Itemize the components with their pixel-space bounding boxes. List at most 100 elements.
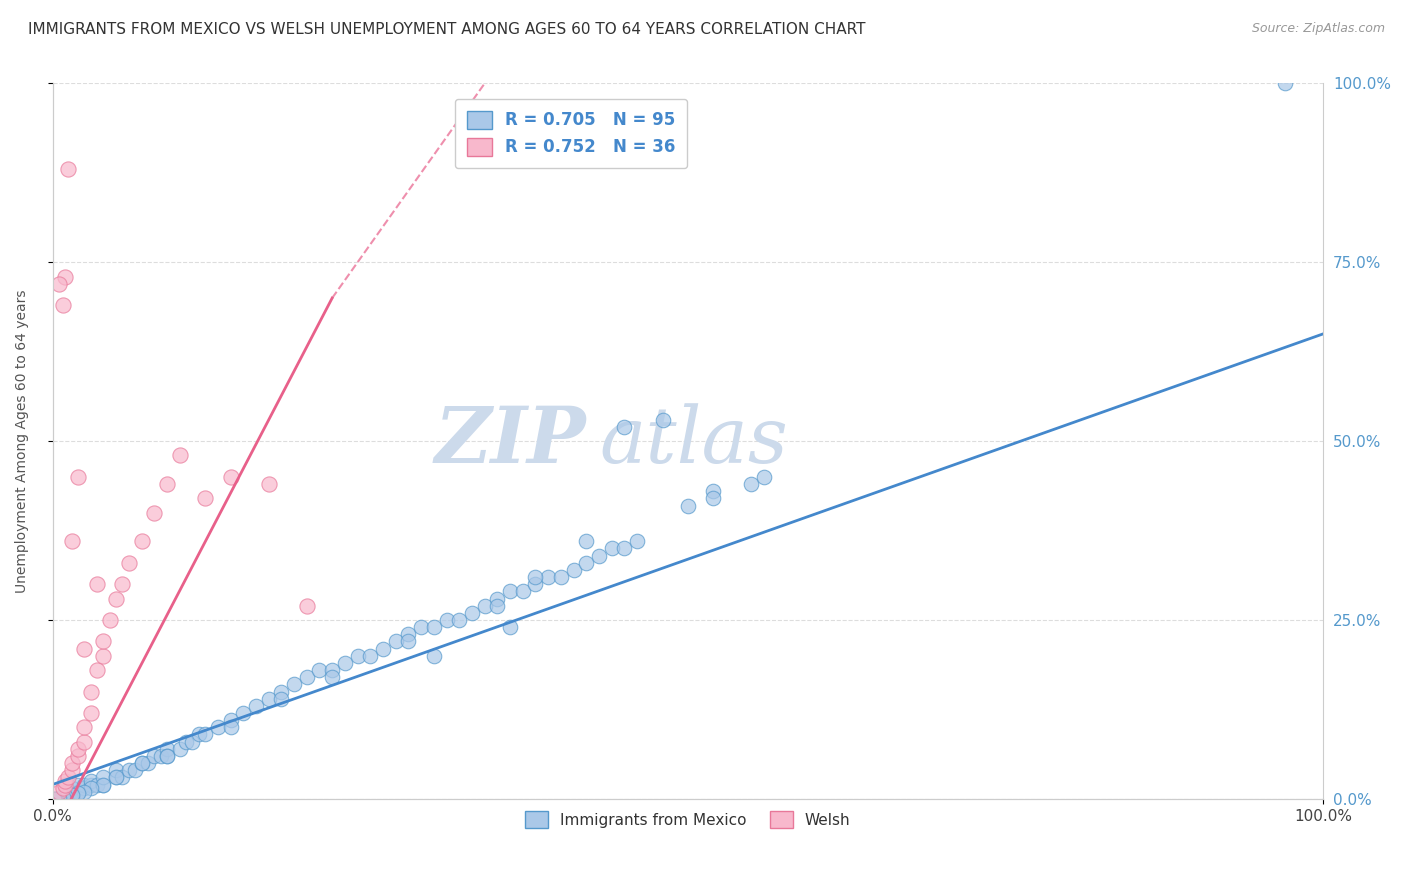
Point	[73, 781, 96, 796]
Point	[66, 741, 89, 756]
Point	[524, 570, 547, 584]
Point	[118, 763, 141, 777]
Text: Source: ZipAtlas.com: Source: ZipAtlas.com	[1251, 22, 1385, 36]
Point	[449, 613, 471, 627]
Point	[423, 620, 446, 634]
Text: IMMIGRANTS FROM MEXICO VS WELSH UNEMPLOYMENT AMONG AGES 60 TO 64 YEARS CORRELATI: IMMIGRANTS FROM MEXICO VS WELSH UNEMPLOY…	[28, 22, 866, 37]
Point	[86, 663, 108, 677]
Point	[499, 584, 522, 599]
Point	[48, 791, 70, 805]
Point	[56, 162, 79, 177]
Point	[73, 720, 96, 734]
Point	[131, 534, 153, 549]
Point	[295, 670, 318, 684]
Point	[600, 541, 623, 556]
Point	[118, 556, 141, 570]
Point	[143, 506, 166, 520]
Point	[346, 648, 368, 663]
Point	[66, 786, 89, 800]
Point	[73, 785, 96, 799]
Point	[174, 734, 197, 748]
Point	[219, 720, 242, 734]
Point	[169, 449, 191, 463]
Point	[52, 781, 75, 796]
Point	[613, 541, 636, 556]
Point	[111, 770, 134, 784]
Point	[53, 789, 76, 803]
Point	[66, 785, 89, 799]
Point	[308, 663, 330, 677]
Point	[754, 470, 776, 484]
Point	[149, 748, 172, 763]
Point	[321, 670, 343, 684]
Point	[44, 792, 66, 806]
Point	[295, 599, 318, 613]
Point	[60, 781, 83, 796]
Point	[80, 773, 103, 788]
Point	[86, 778, 108, 792]
Point	[45, 792, 67, 806]
Point	[93, 634, 115, 648]
Point	[48, 277, 70, 291]
Point	[219, 470, 242, 484]
Point	[156, 748, 179, 763]
Point	[73, 734, 96, 748]
Point	[53, 778, 76, 792]
Point	[93, 648, 115, 663]
Point	[80, 781, 103, 796]
Point	[105, 770, 128, 784]
Point	[105, 770, 128, 784]
Point	[73, 778, 96, 792]
Point	[53, 269, 76, 284]
Point	[537, 570, 560, 584]
Point	[396, 627, 419, 641]
Point	[512, 584, 534, 599]
Point	[93, 778, 115, 792]
Point	[575, 534, 598, 549]
Point	[187, 727, 209, 741]
Text: atlas: atlas	[599, 403, 787, 479]
Point	[676, 499, 699, 513]
Point	[66, 778, 89, 792]
Point	[156, 748, 179, 763]
Point	[461, 606, 484, 620]
Point	[136, 756, 159, 770]
Point	[550, 570, 572, 584]
Point	[52, 790, 75, 805]
Point	[270, 691, 292, 706]
Point	[156, 477, 179, 491]
Point	[740, 477, 762, 491]
Point	[73, 641, 96, 656]
Point	[60, 534, 83, 549]
Point	[124, 763, 146, 777]
Point	[111, 577, 134, 591]
Point	[702, 484, 724, 499]
Point	[257, 477, 280, 491]
Point	[48, 785, 70, 799]
Point	[396, 634, 419, 648]
Point	[80, 706, 103, 720]
Point	[359, 648, 381, 663]
Point	[283, 677, 305, 691]
Point	[131, 756, 153, 770]
Point	[42, 792, 65, 806]
Point	[270, 684, 292, 698]
Legend: Immigrants from Mexico, Welsh: Immigrants from Mexico, Welsh	[519, 805, 856, 834]
Point	[232, 706, 254, 720]
Point	[53, 773, 76, 788]
Point	[436, 613, 458, 627]
Point	[53, 785, 76, 799]
Point	[321, 663, 343, 677]
Point	[98, 613, 121, 627]
Point	[219, 713, 242, 727]
Point	[105, 591, 128, 606]
Point	[411, 620, 433, 634]
Point	[48, 792, 70, 806]
Point	[42, 792, 65, 806]
Point	[333, 656, 356, 670]
Point	[651, 412, 673, 426]
Point	[588, 549, 610, 563]
Point	[52, 298, 75, 312]
Point	[562, 563, 585, 577]
Point	[384, 634, 406, 648]
